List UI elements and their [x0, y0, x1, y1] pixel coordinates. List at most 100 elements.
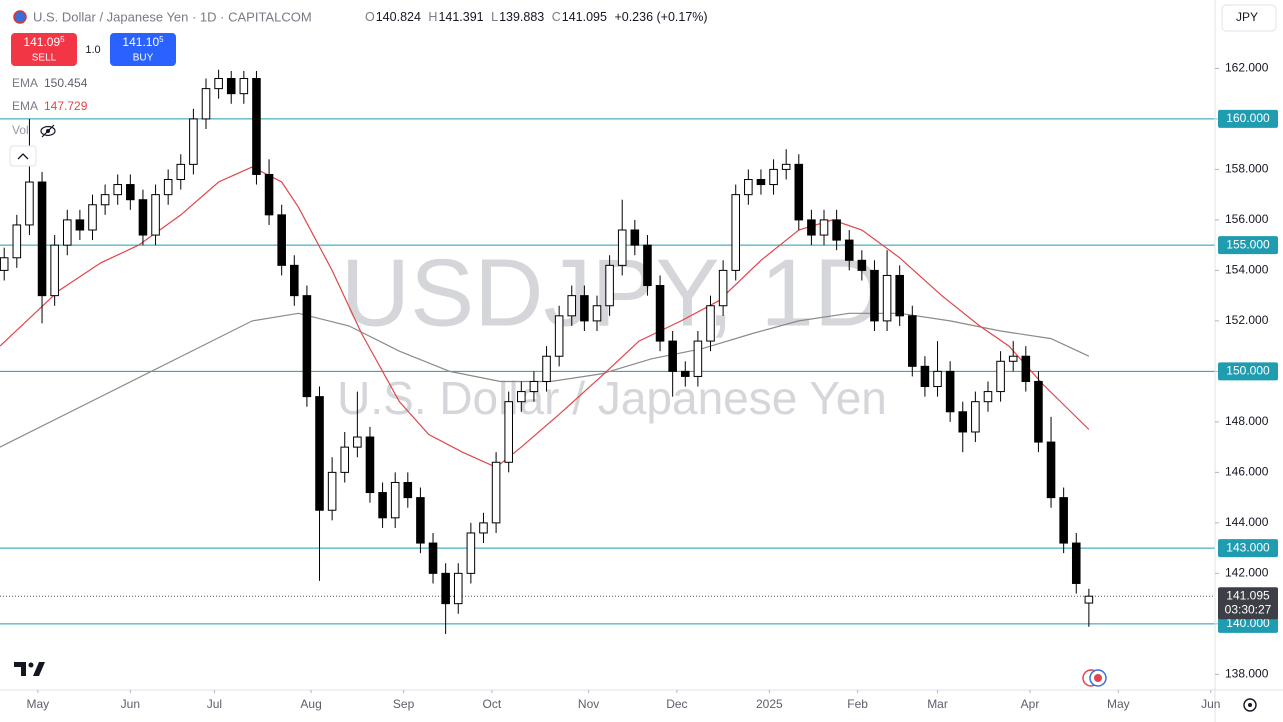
candle-body: [870, 269, 879, 322]
candle-body: [592, 305, 602, 322]
buy-price[interactable]: 141.105: [122, 35, 164, 49]
buy-price-pip[interactable]: 5: [159, 35, 164, 44]
candle-body: [403, 481, 413, 499]
candle-body: [945, 370, 955, 413]
x-tick-label: Nov: [578, 697, 599, 711]
candle-body: [25, 181, 34, 226]
candle-body: [655, 285, 665, 342]
candle-body: [37, 181, 47, 297]
sell-price[interactable]: 141.095: [23, 35, 65, 49]
candle-body: [857, 259, 867, 271]
buy-price-main[interactable]: 141.10: [122, 35, 159, 49]
candle-body: [239, 78, 249, 95]
candle-body: [882, 274, 892, 322]
candle-body: [794, 163, 804, 221]
candle-body: [302, 295, 312, 398]
candle-body: [201, 88, 211, 120]
candle-body: [365, 436, 375, 494]
candle-body: [1059, 497, 1068, 544]
candle-body: [958, 411, 968, 433]
candle-body: [189, 118, 198, 165]
candle-body: [554, 315, 564, 357]
x-tick-label: Apr: [1021, 697, 1040, 711]
currency-button[interactable]: [1221, 4, 1277, 32]
y-tick-label: 162.000: [1225, 61, 1269, 75]
y-tick-label: 144.000: [1225, 515, 1269, 529]
x-tick-label: May: [1107, 697, 1130, 711]
candle-body: [819, 219, 829, 236]
candle-body: [769, 168, 778, 186]
candle-body: [1084, 595, 1094, 604]
ohlc-key: O: [365, 10, 375, 24]
candle-body: [908, 315, 917, 367]
currency-label[interactable]: JPY: [1236, 10, 1258, 24]
level-label: 140.000: [1226, 616, 1270, 630]
settings-icon[interactable]: [1243, 698, 1257, 712]
buy-label[interactable]: BUY: [133, 53, 154, 64]
countdown-label: 03:30:27: [1225, 602, 1272, 616]
plot-area: [0, 69, 1215, 634]
sell-price-pip[interactable]: 5: [60, 35, 65, 44]
quantity[interactable]: 1.0: [85, 44, 100, 56]
y-tick-label: 148.000: [1225, 414, 1269, 428]
ohlc-change: +0.236 (+0.17%): [614, 10, 707, 24]
candle-body: [50, 244, 59, 297]
candle-body: [252, 78, 261, 175]
candle-body: [466, 532, 476, 574]
candle-body: [151, 194, 160, 236]
indicator-value: 150.454: [44, 76, 88, 90]
candle-body: [567, 295, 577, 317]
collapse-button[interactable]: [9, 145, 37, 167]
candle-body: [517, 391, 526, 403]
candle-body: [214, 78, 223, 90]
x-tick-label: Mar: [927, 697, 948, 711]
candle-body: [605, 264, 614, 307]
candle-body: [176, 163, 186, 181]
candle-body: [895, 274, 904, 317]
volume-label[interactable]: Vol: [12, 123, 29, 137]
candle-body: [126, 184, 135, 201]
candle-body: [1071, 542, 1081, 584]
candle-body: [933, 370, 942, 388]
candle-body: [428, 542, 438, 574]
sell-button[interactable]: [11, 33, 77, 66]
y-tick-label: 142.000: [1225, 566, 1269, 580]
sell-label[interactable]: SELL: [32, 53, 57, 64]
level-label-box: [1218, 539, 1278, 558]
level-label: 160.000: [1226, 111, 1270, 125]
candle-body: [441, 572, 450, 605]
indicator-name[interactable]: EMA: [12, 76, 38, 90]
level-label-box: [1218, 236, 1278, 255]
y-tick-label: 138.000: [1225, 667, 1269, 681]
symbol-title[interactable]: U.S. Dollar / Japanese Yen · 1D · CAPITA…: [33, 9, 312, 24]
tv-logo[interactable]: [14, 662, 45, 676]
ohlc-value: 141.391: [438, 10, 483, 24]
candle-body: [580, 295, 589, 322]
candle-body: [1034, 380, 1043, 443]
hide-icon[interactable]: [40, 124, 56, 138]
candle-body: [844, 239, 854, 261]
candle-body: [781, 163, 791, 170]
candle-body: [1046, 441, 1056, 499]
buy-button[interactable]: [110, 33, 176, 66]
flag-icon[interactable]: [1082, 669, 1107, 687]
indicator-value: 147.729: [44, 99, 88, 113]
candle-body: [491, 461, 501, 524]
ohlc-key: L: [491, 10, 498, 24]
candle-body: [75, 219, 85, 231]
level-label: 143.000: [1226, 540, 1270, 554]
candle-body: [62, 219, 72, 246]
ema-line: [0, 312, 1090, 448]
sell-price-main[interactable]: 141.09: [23, 35, 60, 49]
ohlc-value: 140.824: [376, 10, 421, 24]
candle-body: [706, 305, 715, 342]
watermark: USDJPY, 1D U.S. Dollar / Japanese Yen: [337, 239, 887, 424]
ohlc-value: 141.095: [562, 10, 607, 24]
indicator-name[interactable]: EMA: [12, 99, 38, 113]
candle-body: [832, 219, 841, 241]
symbol-flag: [13, 10, 27, 24]
candle-body: [378, 492, 387, 519]
candle-body: [807, 219, 816, 236]
last-price-label: 141.095: [1226, 588, 1270, 602]
candle-body: [643, 244, 652, 287]
